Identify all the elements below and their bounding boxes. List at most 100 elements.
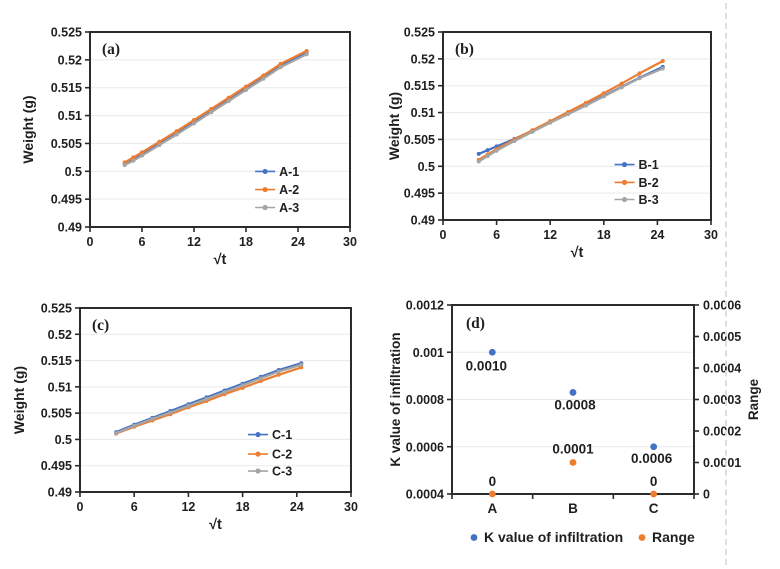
series-marker-A-3 <box>244 87 248 92</box>
series-marker-C-2 <box>276 372 281 377</box>
legend-label: A-2 <box>279 183 299 197</box>
series-marker-B-3 <box>485 154 490 159</box>
series-marker-A-2 <box>192 118 196 123</box>
right-tick-label: 0 <box>703 488 710 502</box>
series-marker-B-3 <box>476 159 481 164</box>
plot-border <box>79 307 352 493</box>
panel-label: (a) <box>102 41 120 58</box>
legend-label: Range <box>652 529 695 545</box>
data-point-K value of infiltration-B <box>569 389 577 396</box>
legend-sample-marker <box>621 179 628 185</box>
legend-label: K value of infiltration <box>484 529 623 545</box>
data-point-Range-A <box>488 490 496 498</box>
series-marker-A-3 <box>140 153 144 158</box>
series-marker-C-3 <box>150 416 155 421</box>
series-marker-A-3 <box>174 132 179 137</box>
legend-sample-marker <box>262 186 268 193</box>
x-tick-label: 0 <box>440 228 447 242</box>
page-edge-dotted-line <box>725 3 727 565</box>
series-marker-B-3 <box>512 139 517 144</box>
x-tick-label: 30 <box>343 235 357 249</box>
left-axis-title: K value of infiltration <box>388 332 403 466</box>
x-tick-label: 30 <box>704 228 718 242</box>
series-marker-B-3 <box>548 120 553 125</box>
series-marker-B-3 <box>619 85 624 90</box>
y-tick-label: 0.51 <box>411 106 435 120</box>
series-marker-A-3 <box>261 76 266 81</box>
y-axis-title: Weight (g) <box>11 366 27 434</box>
right-tick-label: 0.0006 <box>703 299 741 313</box>
y-tick-label: 0.505 <box>404 133 435 147</box>
series-marker-B-3 <box>660 66 665 71</box>
series-marker-A-2 <box>174 129 179 134</box>
y-tick-label: 0.5 <box>65 165 82 179</box>
x-tick-label: 12 <box>181 500 195 514</box>
x-tick-label: 24 <box>291 235 305 249</box>
legend-sample-marker <box>255 451 261 457</box>
legend-label: C-2 <box>272 448 292 462</box>
legend-label: B-2 <box>639 176 659 190</box>
panel-a-weight-vs-sqrt-t-chart: 0.49 0.495 0.5 0.505 0.51 0.515 0.52 0.525 0 6 12 1… <box>20 26 357 269</box>
x-tick-label: 24 <box>290 500 304 514</box>
x-tick-label: 0 <box>77 500 84 514</box>
panel-label: (b) <box>455 41 474 58</box>
data-point-label: 0.0006 <box>631 451 673 466</box>
plot-border <box>89 31 351 228</box>
y-tick-label: 0.52 <box>48 328 72 342</box>
series-marker-C-3 <box>276 369 281 374</box>
panel-d-k-value-and-range-chart: 0.0004 0.0006 0.0008 0.001 0.0012 0 0.0001 0.00… <box>388 299 761 546</box>
series-marker-C-3 <box>240 383 245 388</box>
y-tick-label: 0.5 <box>55 433 72 447</box>
series-marker-C-3 <box>132 423 137 428</box>
left-tick-label: 0.0006 <box>406 440 444 454</box>
series-marker-A-2 <box>131 155 136 160</box>
data-point-label: 0.0008 <box>554 397 596 412</box>
series-marker-A-2 <box>226 95 231 100</box>
legend-label: A-1 <box>279 165 299 179</box>
data-point-K value of infiltration-A <box>488 348 496 356</box>
series-marker-A-3 <box>192 121 196 126</box>
series-line-C-3 <box>114 363 303 435</box>
left-tick-label: 0.0012 <box>406 299 444 313</box>
left-tick-label: 0.0008 <box>406 393 444 407</box>
series-marker-B-2 <box>601 91 606 96</box>
x-axis-title: √t <box>209 517 222 533</box>
series-marker-C-3 <box>222 390 227 395</box>
y-tick-label: 0.51 <box>48 380 72 394</box>
right-tick-label: 0.0004 <box>703 362 741 376</box>
legend-sample-marker <box>262 168 268 175</box>
left-tick-label: 0.001 <box>413 346 444 360</box>
right-tick-label: 0.0003 <box>703 393 741 407</box>
y-tick-label: 0.515 <box>404 79 435 93</box>
legend-sample-marker <box>255 468 261 474</box>
series-marker-A-2 <box>209 106 214 111</box>
series-marker-B-2 <box>619 81 624 86</box>
data-point-label: 0.0010 <box>466 358 507 373</box>
legend-sample-marker <box>255 431 261 438</box>
category-label: A <box>487 501 497 516</box>
series-marker-A-2 <box>261 73 266 78</box>
x-tick-label: 6 <box>139 235 146 249</box>
x-tick-label: 18 <box>236 500 250 514</box>
y-tick-label: 0.49 <box>411 214 435 228</box>
x-tick-label: 12 <box>187 235 201 249</box>
panel-label: (c) <box>92 317 109 334</box>
legend-marker <box>470 534 478 541</box>
series-marker-A-3 <box>278 65 283 70</box>
x-axis-title: √t <box>571 245 584 261</box>
series-marker-C-3 <box>168 410 173 415</box>
series-line-C-2 <box>114 366 303 435</box>
data-point-Range-C <box>650 490 658 498</box>
category-label: B <box>568 501 578 516</box>
series-marker-B-2 <box>660 59 665 64</box>
y-tick-label: 0.51 <box>58 109 82 123</box>
x-axis-title: √t <box>214 252 227 268</box>
legend-label: C-3 <box>272 465 292 479</box>
legend-label: B-3 <box>639 193 659 207</box>
series-marker-A-3 <box>304 52 309 57</box>
x-tick-label: 6 <box>131 500 138 514</box>
y-axis-title: Weight (g) <box>20 95 36 163</box>
series-line-A-3 <box>123 53 308 167</box>
y-tick-label: 0.515 <box>51 81 82 95</box>
legend-sample-marker <box>621 196 628 203</box>
